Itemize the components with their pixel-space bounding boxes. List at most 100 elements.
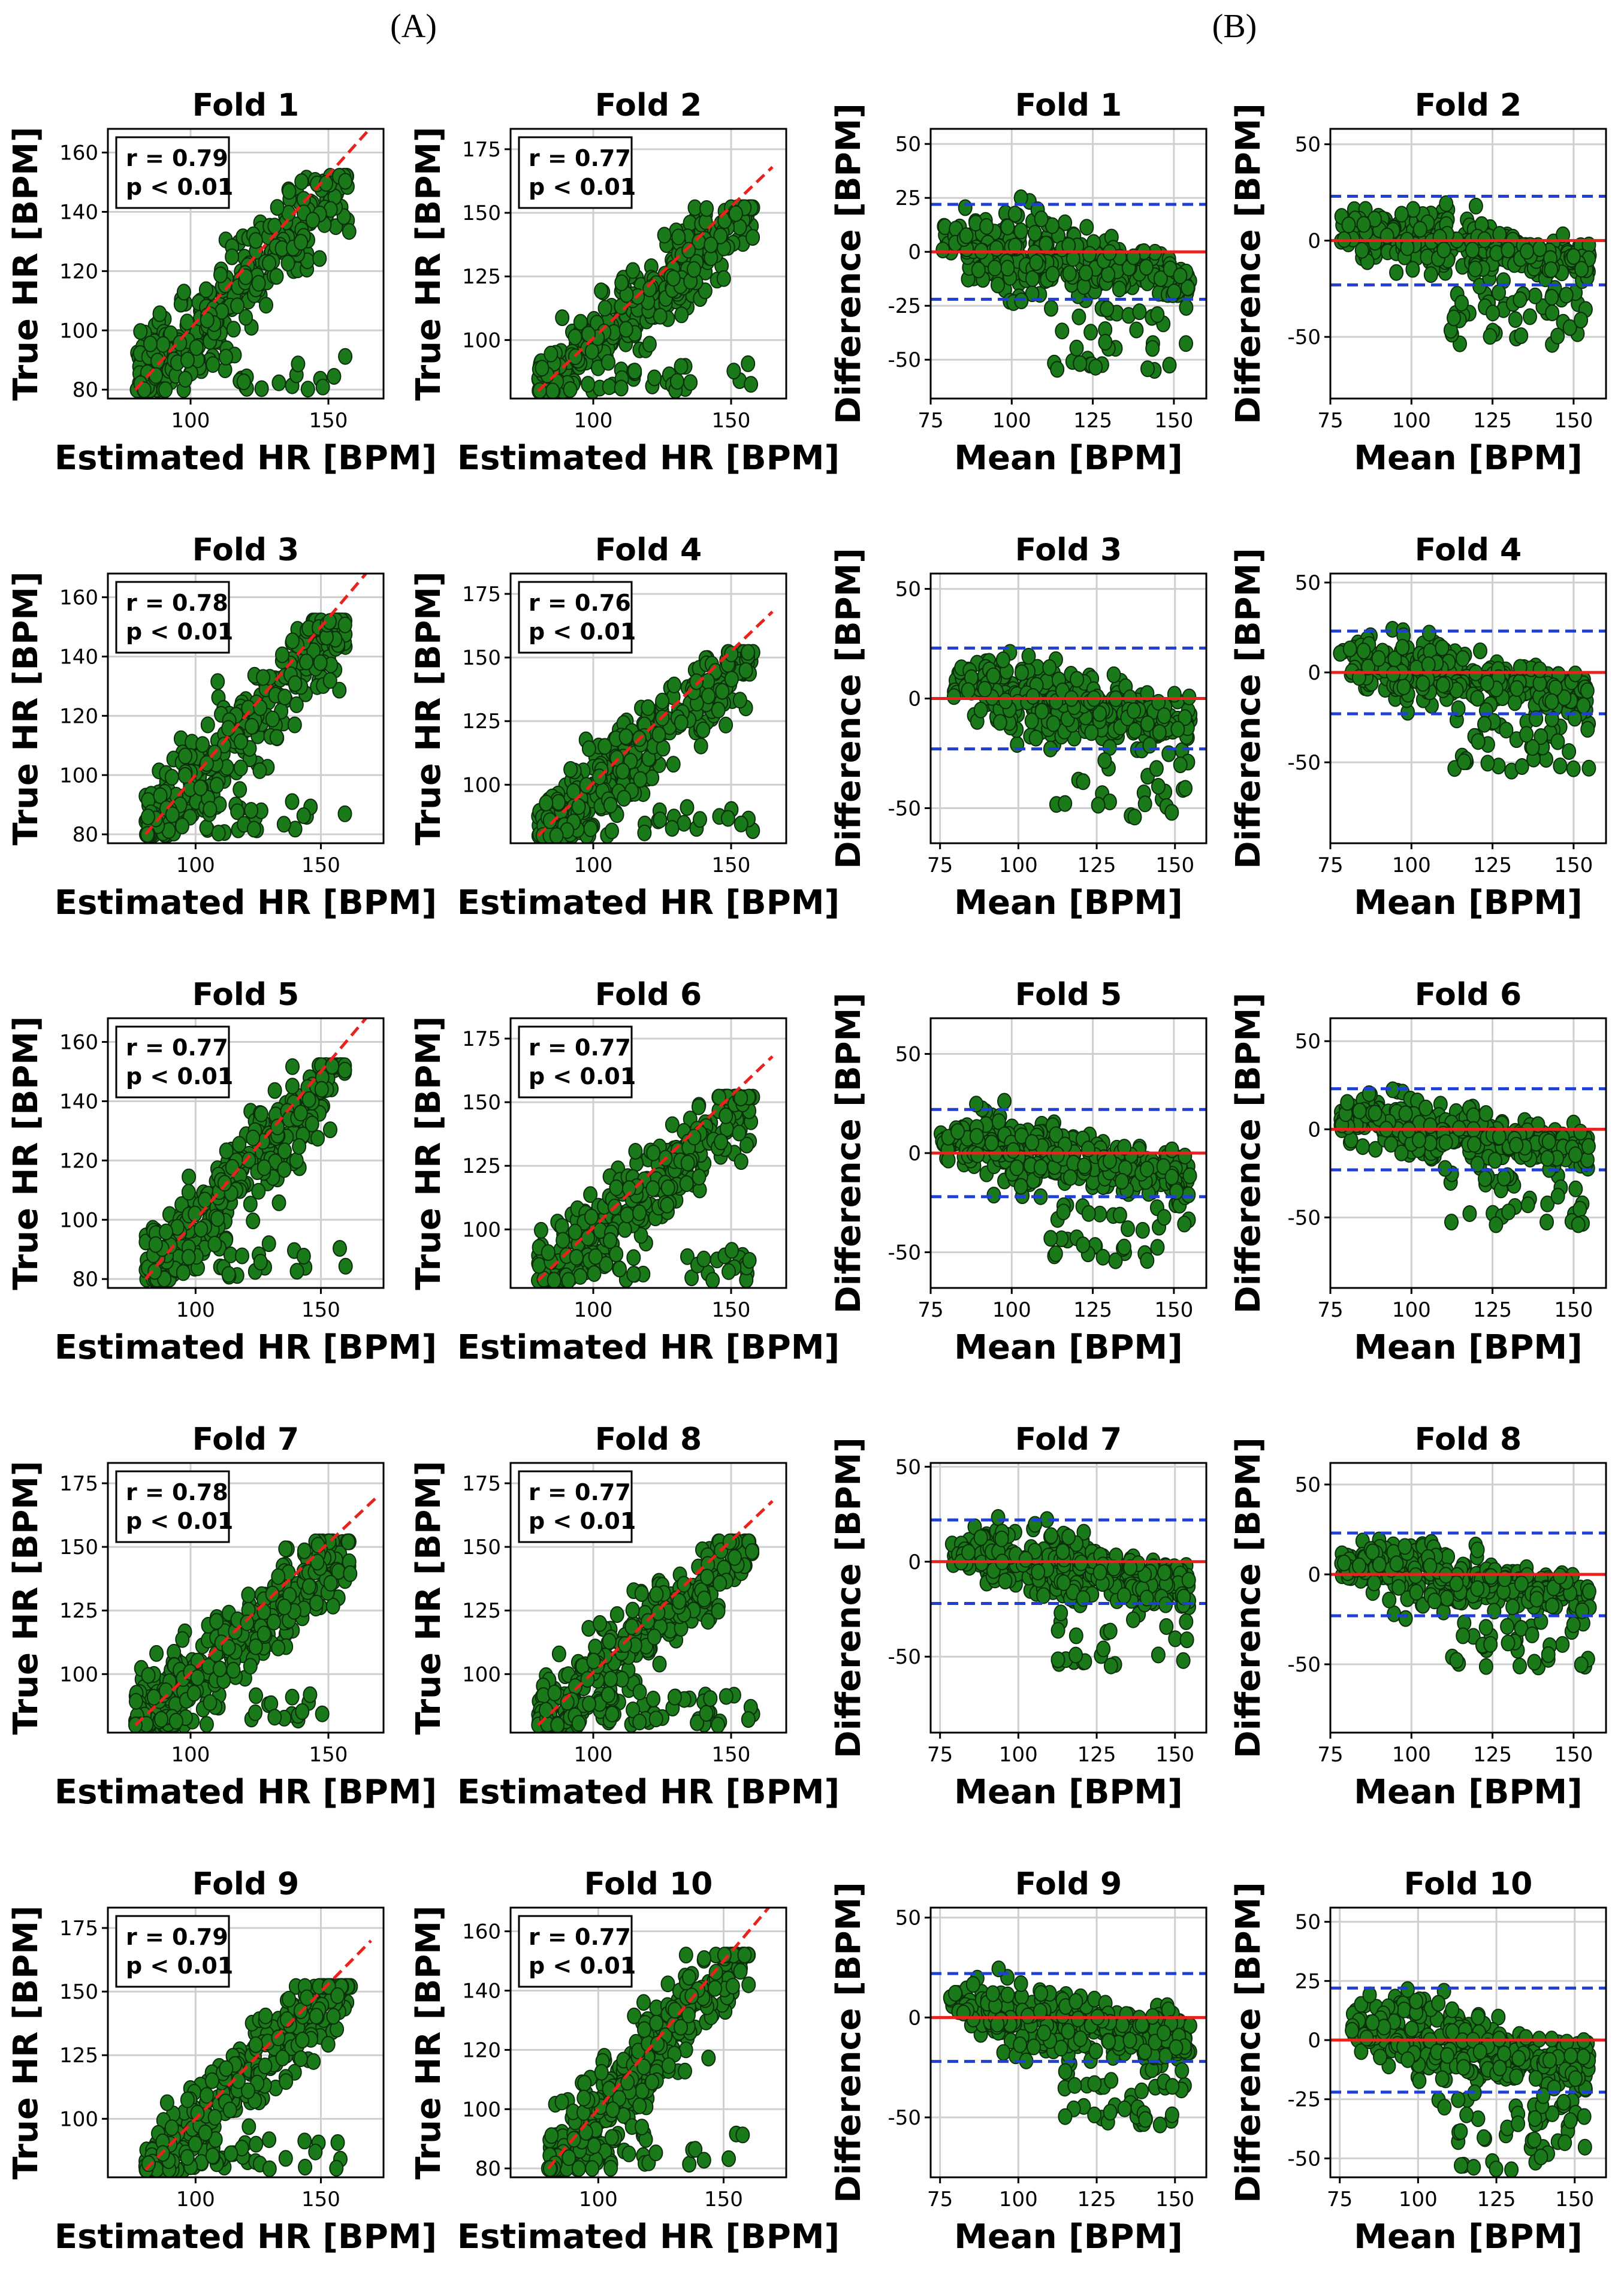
point: [203, 1694, 218, 1711]
point: [733, 1153, 748, 1170]
point: [588, 1248, 603, 1265]
x-tick-label: 100: [992, 409, 1031, 433]
point: [672, 1593, 687, 1610]
point: [632, 2097, 647, 2114]
y-tick-label: 140: [462, 1979, 501, 2003]
point: [342, 223, 357, 240]
point: [741, 1711, 756, 1728]
point: [209, 777, 224, 794]
point: [571, 1715, 586, 1732]
point: [289, 696, 304, 713]
plot-frame: [509, 1462, 787, 1734]
y-tick-label: 160: [59, 141, 98, 165]
point: [181, 1184, 196, 1201]
point: [550, 1716, 565, 1733]
point: [669, 373, 684, 390]
fold-title: Fold 7: [192, 1422, 299, 1458]
x-tick-label: 100: [579, 2188, 618, 2211]
point: [312, 250, 327, 267]
y-tick-label: 25: [895, 186, 921, 210]
y-tick-label: 125: [462, 265, 501, 289]
point: [633, 771, 648, 788]
point: [277, 1142, 292, 1160]
y-tick-label: 175: [59, 1917, 98, 1941]
point: [176, 283, 191, 301]
point: [566, 783, 581, 800]
y-tick-label: 125: [462, 1599, 501, 1623]
point: [584, 1208, 599, 1226]
point: [563, 381, 578, 398]
point: [293, 1105, 308, 1122]
point: [198, 2124, 213, 2141]
point: [1559, 286, 1574, 304]
point: [648, 1710, 663, 1728]
y-tick-label: 125: [462, 1154, 501, 1178]
y-tick-label: -25: [888, 294, 921, 318]
point: [626, 1266, 641, 1283]
point: [277, 1161, 292, 1178]
point: [293, 2050, 308, 2068]
point: [289, 1152, 304, 1169]
point: [1034, 210, 1049, 228]
x-axis-title: Estimated HR [BPM]: [55, 1328, 437, 1367]
point: [646, 1144, 661, 1161]
y-axis-title: True HR [BPM]: [7, 1905, 46, 2179]
point: [204, 2072, 219, 2089]
point: [1447, 309, 1461, 327]
y-tick-label: 125: [462, 710, 501, 734]
point: [1179, 298, 1194, 316]
point: [276, 816, 291, 833]
point: [626, 262, 641, 279]
point: [732, 692, 747, 709]
y-axis-title: True HR [BPM]: [7, 126, 46, 400]
point: [1014, 664, 1029, 681]
point: [614, 379, 629, 397]
x-tick-label: 150: [1154, 409, 1193, 433]
point: [1091, 796, 1106, 814]
points: [138, 1057, 353, 1288]
plot-frame: [107, 128, 385, 400]
point: [338, 1257, 353, 1275]
x-axis-title: Estimated HR [BPM]: [55, 1773, 437, 1812]
x-tick-label: 75: [1317, 409, 1343, 433]
point: [329, 2159, 344, 2177]
point: [323, 1574, 338, 1592]
point: [582, 1695, 596, 1712]
point: [1514, 327, 1529, 345]
point: [285, 1688, 300, 1706]
point: [159, 2094, 174, 2111]
point: [178, 370, 193, 388]
x-tick-label: 150: [712, 1298, 751, 1322]
point: [343, 1565, 358, 1582]
point: [737, 1947, 752, 1964]
y-tick-label: 150: [462, 1091, 501, 1115]
point: [1544, 289, 1559, 306]
point: [668, 2002, 683, 2019]
y-tick-label: 160: [462, 1920, 501, 1944]
point: [713, 1574, 728, 1592]
point: [637, 824, 652, 841]
p-value-label: p < 0.01: [126, 618, 233, 645]
point: [742, 1252, 757, 1269]
point: [1027, 225, 1042, 242]
point: [313, 654, 328, 671]
point: [1178, 780, 1193, 797]
point: [587, 1265, 602, 1282]
point: [1088, 358, 1103, 376]
point: [545, 382, 560, 399]
point: [159, 1223, 174, 1241]
point: [1139, 259, 1154, 276]
point: [207, 2108, 222, 2126]
point: [693, 811, 707, 828]
point: [1162, 357, 1177, 374]
point: [1044, 300, 1058, 317]
y-tick-label: 80: [475, 2157, 501, 2181]
point: [1050, 361, 1065, 378]
point: [1076, 278, 1091, 295]
point: [207, 1235, 222, 1253]
point: [305, 212, 320, 229]
x-axis-title: Estimated HR [BPM]: [457, 883, 840, 922]
